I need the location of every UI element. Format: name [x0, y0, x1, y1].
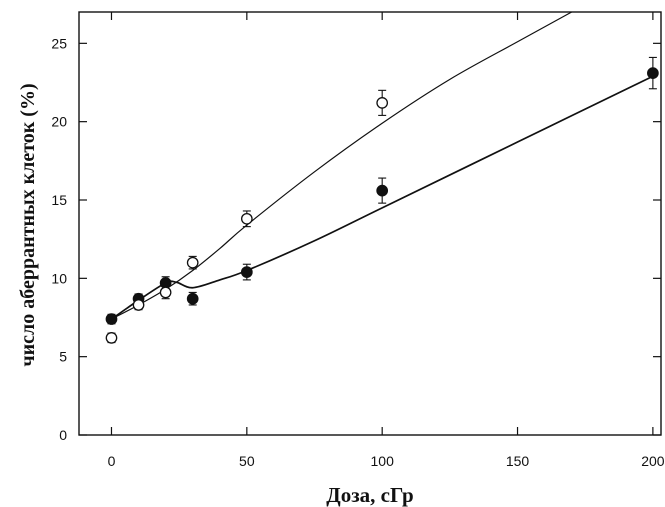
data-point-open: [105, 332, 118, 344]
plot-frame: [78, 11, 662, 436]
fit-curve-open: [111, 11, 572, 320]
data-point-filled: [647, 67, 659, 79]
x-tick-label: 200: [641, 453, 665, 469]
y-tick-label: 5: [59, 349, 67, 365]
data-point-open: [186, 256, 199, 269]
data-point-open: [159, 286, 172, 299]
y-tick-label: 20: [51, 114, 67, 130]
y-axis-label: число аберрантных клеток (%): [17, 83, 39, 366]
data-point-filled: [376, 184, 389, 197]
data-point-open: [240, 212, 253, 225]
x-tick-label: 150: [506, 453, 530, 469]
data-points: [105, 67, 659, 344]
x-tick-label: 0: [108, 453, 116, 469]
data-point-open: [376, 97, 389, 109]
y-tick-label: 25: [51, 35, 67, 51]
x-tick-label: 100: [371, 453, 395, 469]
data-point-filled: [105, 313, 118, 325]
y-tick-label: 15: [51, 192, 67, 208]
y-tick-label: 10: [51, 270, 67, 286]
y-axis: 0 5 10 15 20 25: [51, 35, 661, 443]
data-point-open: [132, 299, 145, 311]
fit-curves: [110, 11, 654, 320]
x-axis-label: Доза, сГр: [326, 483, 413, 507]
data-point-filled: [186, 292, 199, 305]
x-tick-label: 50: [239, 453, 255, 469]
data-point-filled: [240, 266, 253, 278]
y-tick-label: 0: [59, 427, 67, 443]
x-axis: 0 50 100 150 200: [108, 12, 665, 469]
